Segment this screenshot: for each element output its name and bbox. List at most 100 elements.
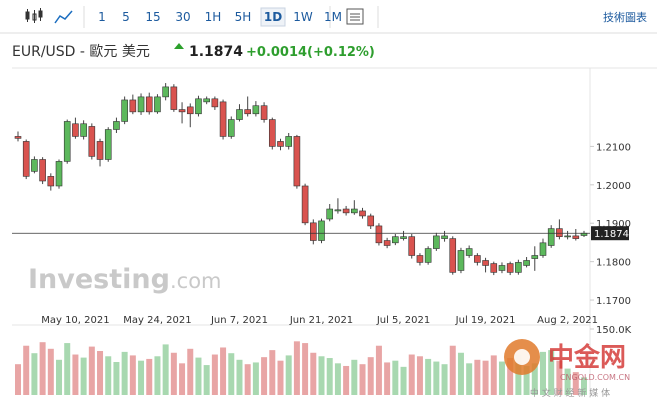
- volume-bar: [105, 356, 112, 395]
- x-tick-label: Aug 2, 2021: [537, 315, 598, 326]
- volume-bar: [367, 357, 374, 395]
- volume-bar: [220, 347, 227, 395]
- interval-button[interactable]: 1M: [324, 10, 342, 24]
- candle-body: [170, 86, 178, 110]
- interval-button[interactable]: 5: [122, 10, 130, 24]
- volume-bar: [548, 350, 555, 395]
- volume-bar: [31, 353, 38, 395]
- candle-body: [318, 220, 325, 241]
- settings-icon[interactable]: [346, 8, 364, 25]
- y-tick-label: 1.1900: [596, 219, 631, 230]
- volume-bar: [318, 356, 325, 395]
- x-tick-label: May 10, 2021: [41, 315, 109, 326]
- candle-body: [383, 240, 391, 246]
- volume-bar: [179, 363, 186, 395]
- x-tick-label: Jun 21, 2021: [289, 315, 353, 326]
- volume-bar: [154, 356, 161, 395]
- volume-bar: [261, 357, 268, 395]
- volume-bar: [195, 357, 202, 395]
- volume-bar: [581, 377, 587, 395]
- candle-body: [244, 109, 251, 115]
- volume-bar: [203, 365, 210, 395]
- candle-body: [556, 228, 563, 237]
- watermark-domain: .com: [170, 269, 222, 293]
- last-price-box: [591, 226, 629, 241]
- interval-button[interactable]: 1W: [293, 10, 313, 24]
- change: +0.0014: [246, 45, 307, 60]
- volume-bar: [211, 354, 218, 395]
- interval-button[interactable]: 1D: [264, 10, 282, 24]
- interval-button[interactable]: 5H: [235, 10, 252, 24]
- volume-bar: [236, 359, 243, 395]
- volume-bar: [523, 365, 530, 395]
- chart-link[interactable]: 技術圖表: [603, 10, 647, 24]
- candle-body: [441, 235, 448, 239]
- y-tick-label: 1.1700: [596, 296, 631, 307]
- x-tick-label: Jul 19, 2021: [455, 315, 516, 326]
- candle-body: [186, 106, 194, 115]
- candle-body: [260, 105, 268, 120]
- volume-bar: [482, 360, 489, 395]
- candle-body: [121, 99, 128, 122]
- volume-bar: [466, 363, 473, 395]
- toolbar: [0, 0, 657, 33]
- line-icon[interactable]: [54, 10, 73, 24]
- candle-body: [31, 159, 38, 172]
- candle-body: [227, 119, 235, 137]
- candle-body: [162, 86, 169, 98]
- volume-bar: [285, 355, 292, 395]
- candle-body: [63, 121, 71, 162]
- volume-bar: [269, 350, 276, 395]
- candle-body: [531, 255, 539, 259]
- candle-body: [22, 141, 30, 177]
- volume-bar: [343, 365, 350, 395]
- price: 1.1874: [189, 44, 243, 60]
- volume-bar: [474, 359, 481, 395]
- volume-bar: [531, 363, 538, 395]
- candle-body: [129, 99, 137, 113]
- selected-interval: [260, 7, 286, 27]
- volume-bar: [293, 341, 300, 395]
- interval-button[interactable]: 30: [175, 10, 190, 24]
- x-tick-label: Jul 5, 2021: [376, 315, 430, 326]
- candle-body: [113, 121, 120, 130]
- volume-bar: [351, 359, 358, 395]
- candle-body: [195, 98, 202, 115]
- volume-bar: [539, 351, 546, 395]
- volume-bar: [23, 345, 30, 395]
- candle-body: [277, 141, 284, 147]
- interval-button[interactable]: 1: [98, 10, 106, 24]
- volume-bar: [392, 360, 399, 395]
- candle-body: [326, 208, 334, 220]
- candle-body: [351, 208, 358, 214]
- candle-body: [301, 185, 309, 224]
- candle-body: [465, 248, 473, 256]
- volume-bar: [129, 355, 136, 395]
- volume-bar: [515, 354, 522, 395]
- candle-icon[interactable]: [25, 8, 43, 23]
- logo-tagline: 中 文 财 经 新 媒 体: [530, 387, 610, 399]
- candle-body: [104, 129, 112, 160]
- volume-bar: [56, 359, 63, 395]
- candle-body: [154, 96, 161, 113]
- candle-body: [572, 235, 580, 239]
- volume-bar: [138, 360, 145, 395]
- candle-body: [523, 260, 530, 266]
- candle-body: [211, 98, 219, 108]
- candle-body: [506, 263, 514, 273]
- candle-body: [178, 109, 186, 113]
- candle-body: [539, 242, 547, 256]
- candle-body: [203, 98, 210, 103]
- candle-body: [72, 123, 79, 137]
- volume-bar: [425, 358, 432, 395]
- interval-button[interactable]: 1H: [205, 10, 222, 24]
- candle-body: [392, 236, 399, 244]
- volume-bar: [416, 356, 423, 395]
- volume-bar: [277, 360, 284, 395]
- candle-body: [474, 255, 481, 263]
- x-tick-label: Jun 7, 2021: [210, 315, 268, 326]
- volume-bar: [113, 362, 120, 395]
- interval-button[interactable]: 15: [145, 10, 160, 24]
- volume-bar: [490, 355, 497, 395]
